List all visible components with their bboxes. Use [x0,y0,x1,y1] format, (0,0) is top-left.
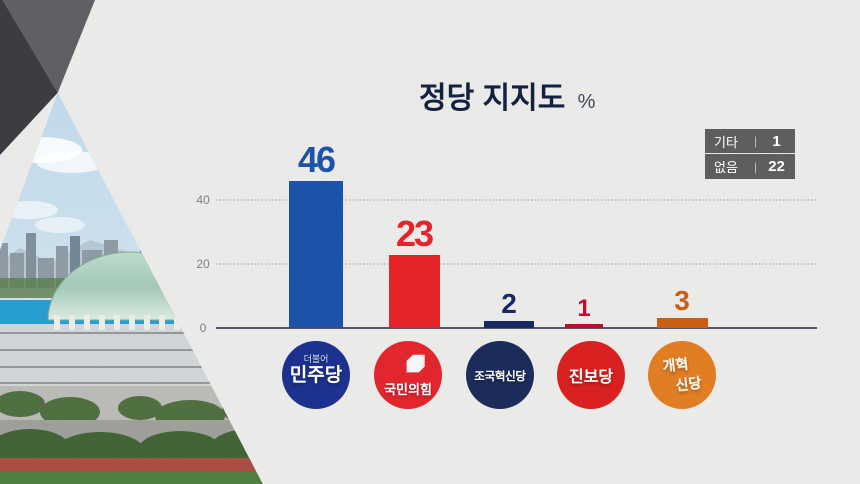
svg-text:20: 20 [196,257,210,271]
svg-text:신당: 신당 [675,375,702,394]
svg-text:조국혁신당: 조국혁신당 [474,369,526,383]
svg-text:3: 3 [674,285,690,316]
svg-text:국민의힘: 국민의힘 [384,382,432,397]
svg-text:1: 1 [577,295,590,322]
svg-text:개혁: 개혁 [662,356,689,375]
svg-text:23: 23 [396,213,433,254]
svg-text:46: 46 [298,139,335,180]
svg-text:민주당: 민주당 [290,364,343,386]
svg-text:40: 40 [196,193,210,207]
svg-text:0: 0 [200,321,207,335]
svg-text:더불어: 더불어 [304,354,329,364]
svg-text:2: 2 [501,288,517,319]
svg-text:진보당: 진보당 [569,368,613,386]
